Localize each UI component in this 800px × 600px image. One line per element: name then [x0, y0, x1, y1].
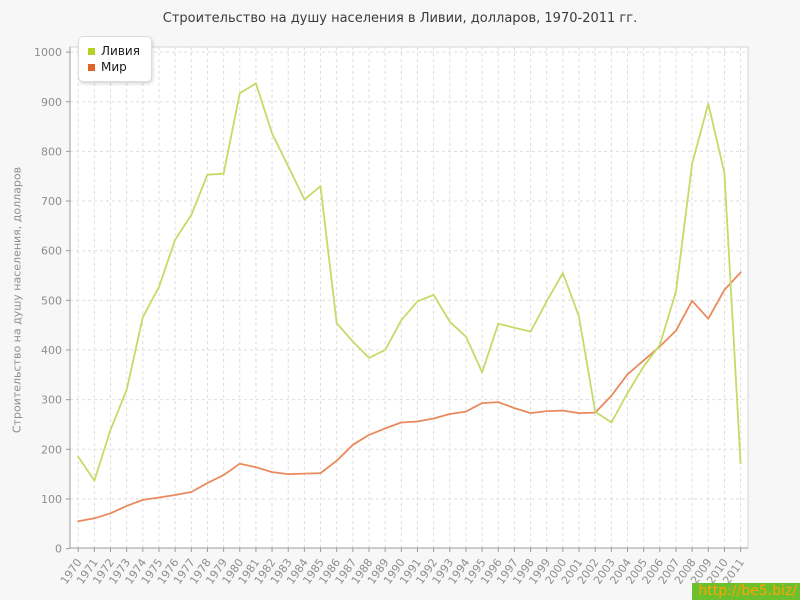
- legend-item-Мир[interactable]: Мир: [88, 60, 140, 74]
- legend: Ливия Мир: [78, 36, 152, 82]
- y-tick-label: 900: [41, 96, 62, 109]
- legend-label: Ливия: [101, 44, 140, 58]
- y-tick-label: 500: [41, 294, 62, 307]
- plot-background: [69, 46, 749, 549]
- series-line-Мир: [77, 271, 742, 523]
- y-tick-label: 1000: [34, 46, 62, 59]
- y-tick-label: 0: [55, 543, 62, 556]
- legend-swatch-icon: [88, 47, 95, 55]
- y-tick-label: 400: [41, 344, 62, 357]
- y-tick-label: 100: [41, 493, 62, 506]
- y-tick-label: 200: [41, 443, 62, 456]
- y-tick-label: 600: [41, 245, 62, 258]
- chart-title: Строительство на душу населения в Ливии,…: [162, 11, 638, 26]
- y-tick-label: 300: [41, 394, 62, 407]
- legend-swatch-icon: [88, 63, 95, 71]
- watermark-link[interactable]: http://be5.biz/: [692, 583, 800, 600]
- legend-label: Мир: [101, 60, 127, 74]
- y-tick-label: 700: [41, 195, 62, 208]
- y-tick-label: 800: [41, 145, 62, 158]
- legend-item-Ливия[interactable]: Ливия: [88, 44, 140, 58]
- series-line-Ливия: [77, 82, 742, 482]
